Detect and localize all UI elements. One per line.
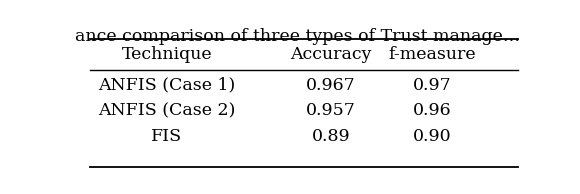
Text: ance comparison of three types of Trust manage…: ance comparison of three types of Trust … <box>75 28 520 45</box>
Text: f-measure: f-measure <box>388 46 476 63</box>
Text: Accuracy: Accuracy <box>290 46 372 63</box>
Text: 0.97: 0.97 <box>413 77 451 94</box>
Text: 0.967: 0.967 <box>306 77 356 94</box>
Text: FIS: FIS <box>151 128 183 145</box>
Text: ANFIS (Case 1): ANFIS (Case 1) <box>98 77 235 94</box>
Text: Technique: Technique <box>122 46 212 63</box>
Text: 0.96: 0.96 <box>413 102 451 119</box>
Text: 0.957: 0.957 <box>306 102 356 119</box>
Text: ANFIS (Case 2): ANFIS (Case 2) <box>98 102 235 119</box>
Text: 0.89: 0.89 <box>311 128 350 145</box>
Text: 0.90: 0.90 <box>413 128 451 145</box>
